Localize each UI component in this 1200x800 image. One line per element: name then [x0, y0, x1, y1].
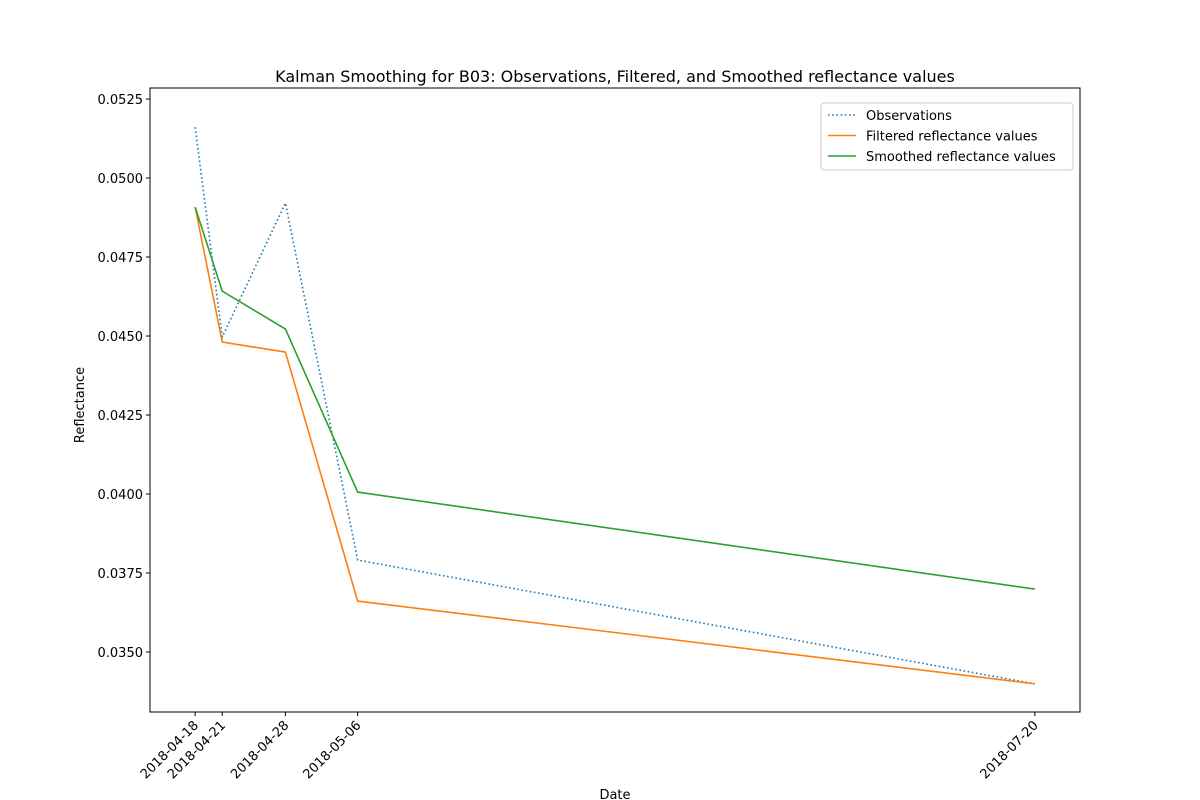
y-tick-label: 0.0400 — [98, 488, 144, 503]
y-tick-label: 0.0350 — [98, 646, 144, 661]
y-tick-label: 0.0375 — [98, 567, 144, 582]
series-line — [194, 206, 1035, 590]
legend-label: Smoothed reflectance values — [866, 150, 1056, 165]
y-tick-label: 0.0500 — [98, 172, 144, 187]
y-tick-label: 0.0425 — [98, 409, 144, 424]
y-axis-label: Reflectance — [73, 367, 88, 443]
series-line — [194, 206, 1035, 685]
y-tick-label: 0.0475 — [98, 251, 144, 266]
y-tick-label: 0.0525 — [98, 93, 144, 108]
y-tick-label: 0.0450 — [98, 330, 144, 345]
legend-label: Observations — [866, 109, 952, 124]
legend-box — [820, 102, 1074, 171]
chart-title: Kalman Smoothing for B03: Observations, … — [275, 67, 955, 86]
x-axis-label: Date — [599, 788, 630, 800]
legend-label: Filtered reflectance values — [866, 130, 1038, 145]
plot-frame — [149, 87, 1081, 713]
